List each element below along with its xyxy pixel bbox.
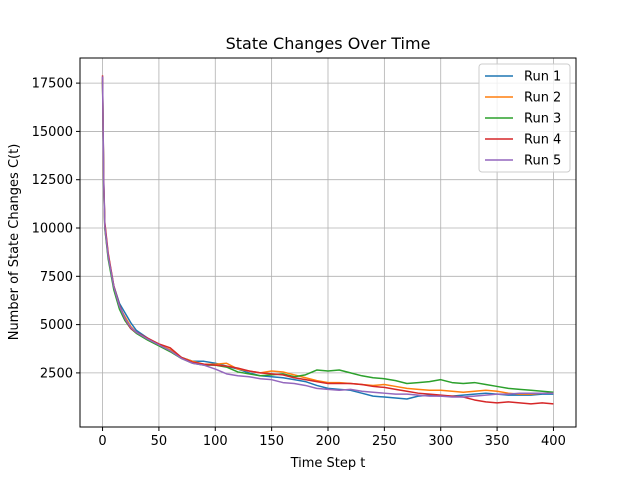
- chart-title: State Changes Over Time: [226, 34, 431, 53]
- y-axis-ticks: 2500 5000 7500 10000 12500 15000 17500: [32, 77, 80, 381]
- legend-label-run-2: Run 2: [524, 91, 561, 106]
- plot-lines: [101, 75, 554, 405]
- series-line-run-5: [101, 76, 554, 398]
- y-tick-label: 15000: [32, 125, 73, 140]
- y-axis-label: Number of State Changes C(t): [7, 144, 22, 341]
- legend-label-run-5: Run 5: [524, 154, 561, 169]
- x-tick-label: 100: [203, 434, 228, 449]
- x-tick-label: 350: [485, 434, 510, 449]
- legend-label-run-1: Run 1: [524, 70, 561, 85]
- x-axis-ticks: 0 50 100 150 200 250 300 350 400: [98, 427, 566, 449]
- x-tick-label: 150: [259, 434, 284, 449]
- legend: Run 1 Run 2 Run 3 Run 4 Run 5: [478, 63, 571, 173]
- x-tick-label: 400: [541, 434, 566, 449]
- x-axis-label: Time Step t: [290, 456, 366, 471]
- x-tick-label: 300: [428, 434, 453, 449]
- y-tick-label: 12500: [32, 173, 73, 188]
- x-tick-label: 50: [151, 434, 168, 449]
- legend-label-run-3: Run 3: [524, 112, 561, 127]
- x-tick-label: 200: [316, 434, 341, 449]
- x-tick-label: 0: [98, 434, 106, 449]
- x-tick-label: 250: [372, 434, 397, 449]
- legend-label-run-4: Run 4: [524, 133, 561, 148]
- y-tick-label: 17500: [32, 77, 73, 92]
- y-tick-label: 2500: [40, 366, 73, 381]
- y-tick-label: 7500: [40, 270, 73, 285]
- series-line-run-1: [101, 77, 554, 400]
- legend-box: [478, 63, 571, 173]
- y-tick-label: 10000: [32, 222, 73, 237]
- y-tick-label: 5000: [40, 318, 73, 333]
